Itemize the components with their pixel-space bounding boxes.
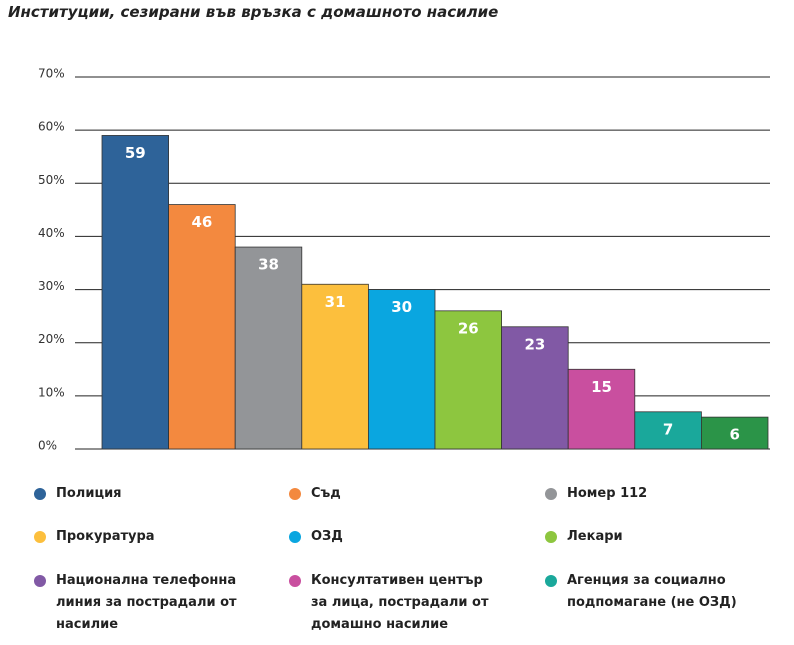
legend-item: Лекари: [545, 526, 785, 548]
legend-swatch: [289, 575, 301, 587]
legend-label: Съд: [311, 486, 341, 501]
y-tick-label: 20%: [38, 332, 65, 346]
bar: [168, 204, 236, 450]
data-label: 31: [325, 293, 346, 311]
y-tick-label: 40%: [38, 226, 65, 240]
data-label: 23: [524, 335, 545, 353]
legend-item: Полиция: [34, 483, 274, 505]
legend-label: Национална телефонна линия за пострадали…: [56, 573, 237, 632]
y-tick-label: 10%: [38, 385, 65, 399]
legend-item: Прокуратура: [34, 526, 274, 548]
data-label: 38: [258, 256, 279, 274]
legend-label: Агенция за социално подпомагане (не ОЗД): [567, 573, 737, 610]
chart-title: Институции, сезирани във връзка с домашн…: [8, 3, 499, 21]
legend-label: Консултативен център за лица, пострадали…: [311, 573, 489, 632]
data-label: 6: [729, 426, 739, 444]
legend-swatch: [289, 488, 301, 500]
legend-label: Полиция: [56, 486, 122, 501]
legend-item: ОЗД: [289, 526, 529, 548]
legend-item: Номер 112: [545, 483, 785, 505]
y-tick-label: 60%: [38, 120, 65, 134]
bar: [101, 135, 169, 450]
bar: [567, 368, 636, 450]
y-tick-label: 50%: [38, 173, 65, 187]
legend-swatch: [34, 488, 46, 500]
legend-label: Лекари: [567, 529, 623, 544]
bar: [501, 326, 569, 450]
legend-swatch: [34, 531, 46, 543]
y-tick-label: 30%: [38, 279, 65, 293]
legend-label: Прокуратура: [56, 529, 155, 544]
legend-swatch: [545, 488, 557, 500]
data-label: 30: [391, 298, 412, 316]
legend-item: Национална телефонна линия за пострадали…: [34, 570, 274, 636]
bar: [301, 283, 369, 450]
y-tick-label: 0%: [38, 439, 57, 453]
data-label: 26: [458, 319, 479, 337]
y-tick-label: 70%: [38, 67, 65, 81]
data-label: 59: [125, 144, 146, 162]
legend-item: Съд: [289, 483, 529, 505]
legend-swatch: [545, 531, 557, 543]
bar: [701, 416, 769, 450]
legend-swatch: [545, 575, 557, 587]
legend-item: Консултативен център за лица, пострадали…: [289, 570, 529, 636]
data-label: 46: [191, 213, 212, 231]
legend-swatch: [34, 575, 46, 587]
bar: [234, 246, 303, 450]
legend-item: Агенция за социално подпомагане (не ОЗД): [545, 570, 785, 614]
legend-label: Номер 112: [567, 486, 648, 501]
legend-label: ОЗД: [311, 529, 343, 544]
legend-swatch: [289, 531, 301, 543]
data-label: 7: [663, 420, 673, 438]
data-label: 15: [591, 378, 612, 396]
